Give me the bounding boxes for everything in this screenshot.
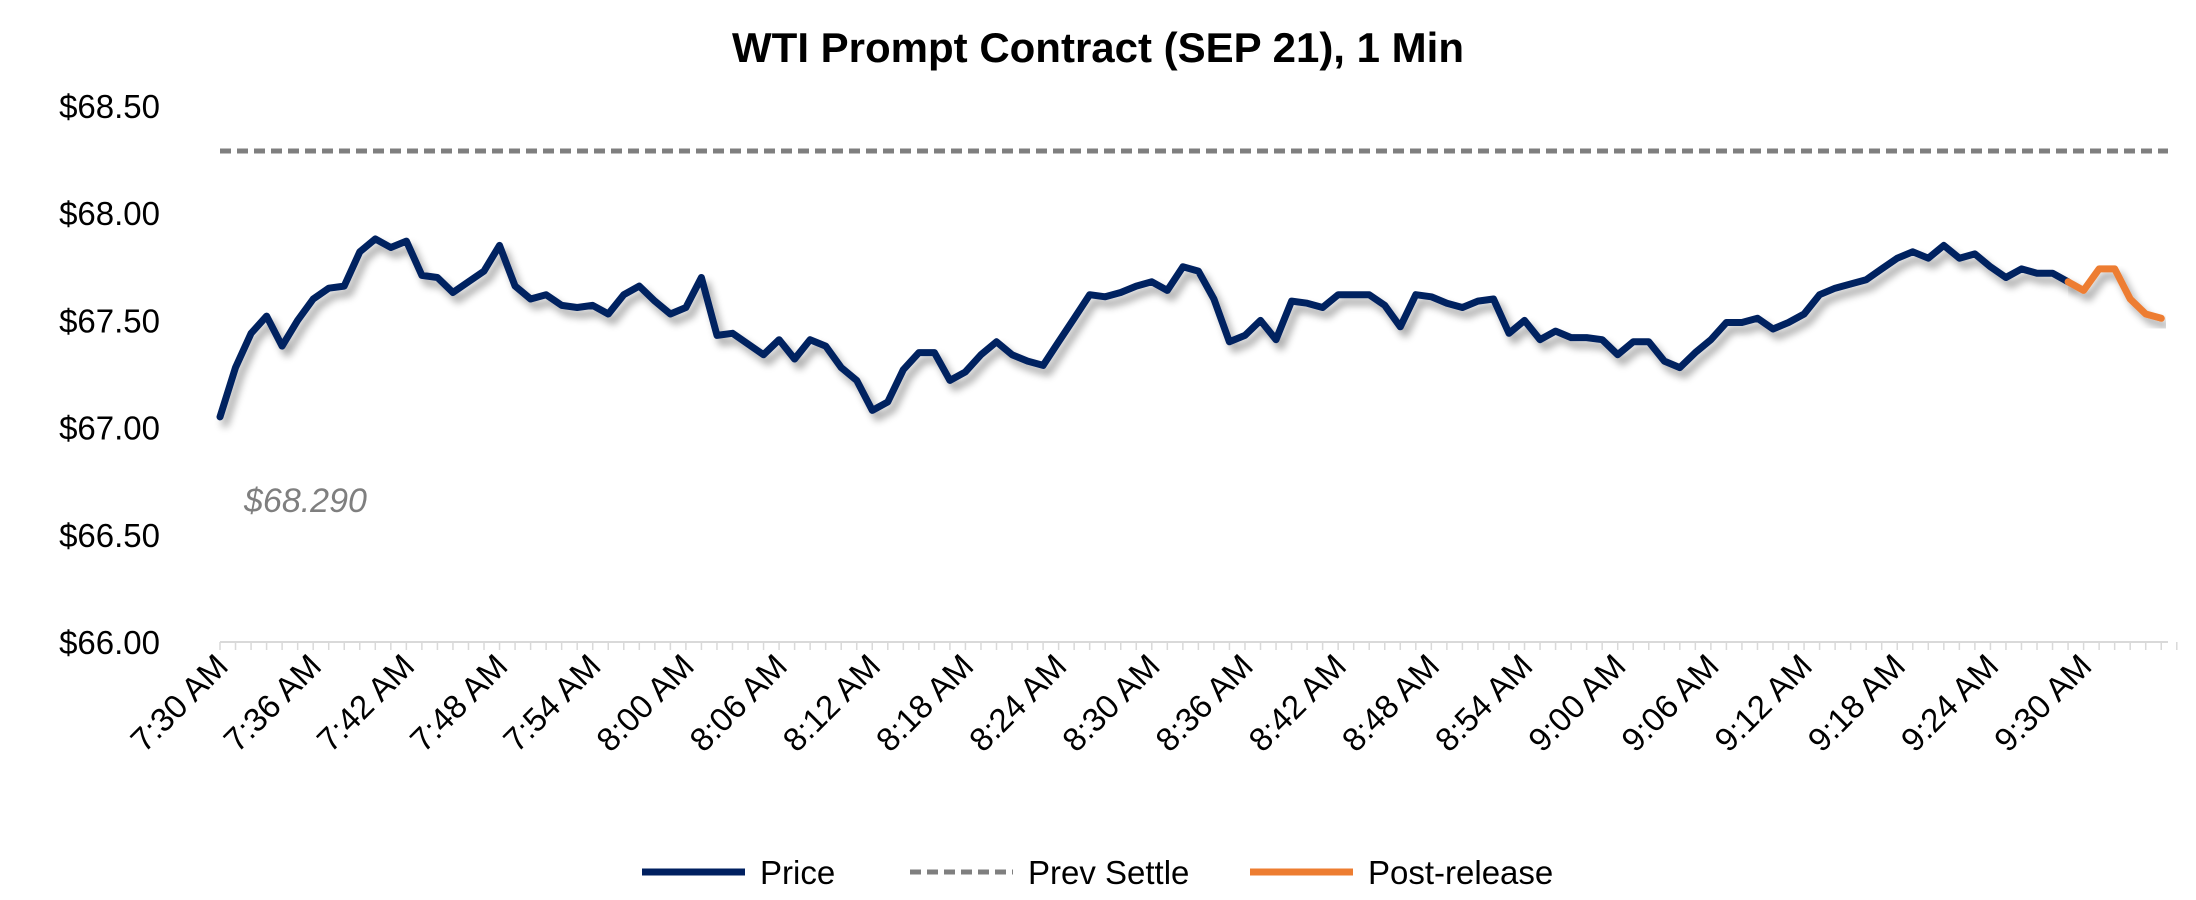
x-tick-label: 9:00 AM xyxy=(1521,647,1633,759)
prev-settle-annotation: $68.290 xyxy=(243,482,367,520)
x-tick-label: 7:48 AM xyxy=(403,647,515,759)
x-tick-label: 8:30 AM xyxy=(1055,647,1167,759)
legend-post-release-label: Post-release xyxy=(1368,854,1553,891)
x-tick-label: 8:12 AM xyxy=(775,647,887,759)
y-tick-label: $68.50 xyxy=(59,88,160,125)
y-tick-label: $67.50 xyxy=(59,302,160,339)
x-tick-label: 9:12 AM xyxy=(1707,647,1819,759)
x-axis: 7:30 AM7:36 AM7:42 AM7:48 AM7:54 AM8:00 … xyxy=(123,641,2178,759)
x-tick-label: 7:30 AM xyxy=(123,647,235,759)
x-tick-label: 8:06 AM xyxy=(682,647,794,759)
x-tick-label: 7:42 AM xyxy=(310,647,422,759)
x-tick-label: 9:24 AM xyxy=(1894,647,2006,759)
x-tick-label: 8:00 AM xyxy=(589,647,701,759)
x-tick-label: 9:18 AM xyxy=(1800,647,1912,759)
chart-title: WTI Prompt Contract (SEP 21), 1 Min xyxy=(732,24,1464,71)
legend-prev-settle-label: Prev Settle xyxy=(1028,854,1189,891)
price-line xyxy=(216,235,2072,421)
legend-price-label: Price xyxy=(760,854,835,891)
y-tick-label: $67.00 xyxy=(59,410,160,447)
x-tick-label: 9:06 AM xyxy=(1614,647,1726,759)
x-tick-label: 8:36 AM xyxy=(1148,647,1260,759)
post-release-line xyxy=(2064,265,2165,322)
plot-area xyxy=(216,148,2168,421)
x-tick-label: 7:36 AM xyxy=(216,647,328,759)
legend: Price Prev Settle Post-release xyxy=(642,854,1553,891)
x-tick-label: 8:48 AM xyxy=(1335,647,1447,759)
x-tick-label: 7:54 AM xyxy=(496,647,608,759)
x-tick-label: 8:18 AM xyxy=(869,647,981,759)
x-tick-label: 8:54 AM xyxy=(1428,647,1540,759)
y-tick-label: $66.50 xyxy=(59,517,160,554)
y-tick-label: $68.00 xyxy=(59,195,160,232)
y-tick-label: $66.00 xyxy=(59,624,160,661)
x-tick-label: 8:24 AM xyxy=(962,647,1074,759)
y-axis: $66.00 $66.50 $67.00 $67.50 $68.00 $68.50 xyxy=(59,88,160,661)
x-tick-label: 9:30 AM xyxy=(1987,647,2099,759)
x-tick-label: 8:42 AM xyxy=(1241,647,1353,759)
